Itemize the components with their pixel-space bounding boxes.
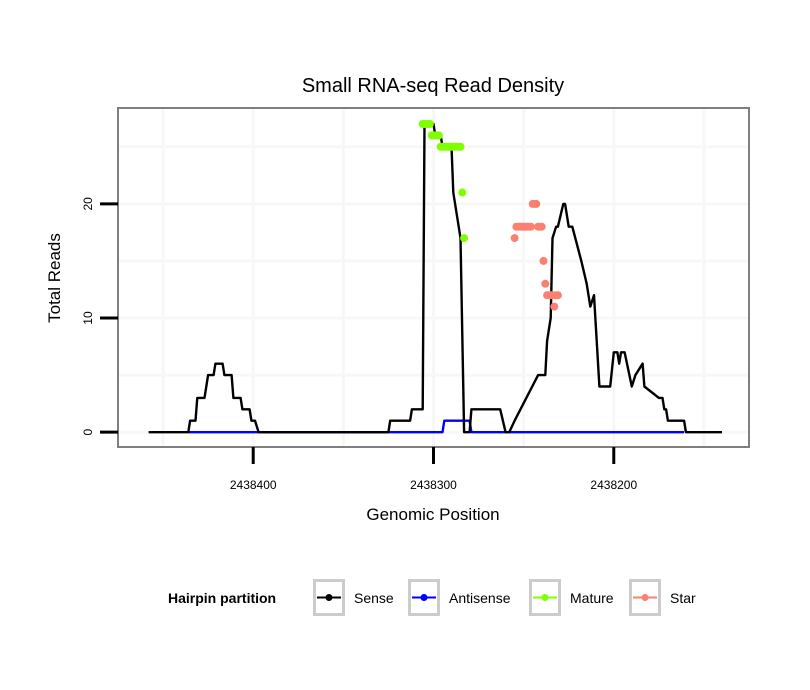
legend-key-point	[420, 594, 428, 601]
legend: Hairpin partition Sense Antisense Mature St…	[168, 579, 696, 616]
data-point-mature	[425, 120, 434, 128]
chart-title: Small RNA-seq Read Density	[302, 75, 564, 97]
data-point-star	[541, 279, 550, 288]
x-tick-label: 2438200	[590, 478, 637, 492]
series-points-star	[510, 199, 562, 311]
y-axis: 0 10 20	[81, 197, 118, 436]
grid	[118, 108, 749, 447]
series-layer	[148, 120, 722, 434]
data-point-mature	[460, 234, 469, 243]
legend-item-sense: Sense	[313, 579, 394, 616]
y-axis-title: Total Reads	[45, 233, 64, 323]
data-point-star	[526, 222, 535, 231]
legend-entries: Sense Antisense Mature Star	[313, 579, 696, 616]
data-point-mature	[456, 142, 465, 151]
x-tick-label: 2438400	[230, 478, 277, 492]
legend-key-point	[325, 594, 333, 601]
legend-item-mature: Mature	[529, 579, 614, 616]
x-axis: 2438400 2438300 2438200	[230, 447, 637, 492]
data-point-star	[553, 291, 562, 300]
data-point-star	[539, 256, 548, 265]
legend-key-point	[541, 594, 549, 601]
data-point-star	[532, 199, 541, 208]
y-tick-label: 10	[81, 311, 95, 325]
legend-label: Sense	[354, 590, 394, 606]
data-point-star	[510, 234, 519, 243]
x-axis-title: Genomic Position	[366, 505, 499, 524]
data-point-mature	[434, 131, 443, 140]
legend-key-point	[641, 594, 649, 601]
legend-item-star: Star	[629, 579, 696, 616]
x-tick-label: 2438300	[410, 478, 457, 492]
series-points-mature	[418, 120, 469, 243]
legend-label: Antisense	[449, 590, 511, 606]
data-point-star	[550, 302, 559, 311]
legend-label: Mature	[570, 590, 614, 606]
legend-title: Hairpin partition	[168, 590, 276, 606]
data-point-star	[537, 222, 546, 231]
y-tick-label: 0	[81, 429, 95, 436]
series-line-sense	[148, 122, 722, 434]
y-tick-label: 20	[81, 197, 95, 211]
data-point-mature	[458, 188, 467, 197]
plot-panel	[117, 107, 750, 448]
legend-item-antisense: Antisense	[408, 579, 511, 616]
legend-label: Star	[670, 590, 696, 606]
